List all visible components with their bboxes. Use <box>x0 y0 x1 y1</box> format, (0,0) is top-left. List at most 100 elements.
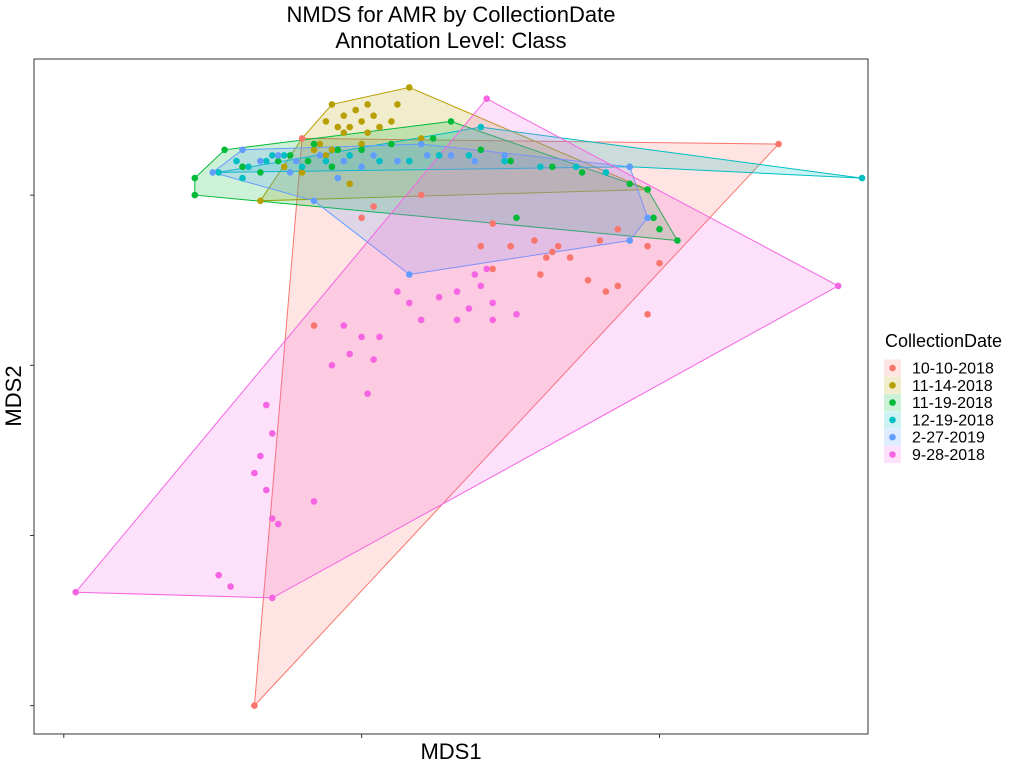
point-9-28-2018-27 <box>489 299 497 307</box>
point-9-28-2018-14 <box>364 390 371 398</box>
point-12-19-2018-15 <box>501 157 508 165</box>
legend-dot-10-10-2018 <box>889 364 896 372</box>
point-10-10-2018-7 <box>358 214 365 222</box>
point-9-28-2018-11 <box>257 452 264 460</box>
point-11-19-2018-1 <box>221 146 228 154</box>
legend-label-12-19-2018: 12-19-2018 <box>912 412 994 429</box>
point-12-19-2018-11 <box>376 157 383 165</box>
point-9-28-2018-31 <box>453 288 461 295</box>
legend-dot-11-19-2018 <box>889 399 896 406</box>
point-9-28-2018-22 <box>406 299 413 307</box>
point-10-10-2018-0 <box>251 702 258 709</box>
point-11-14-2018-4 <box>340 112 348 119</box>
point-10-10-2018-19 <box>543 254 550 261</box>
point-11-19-2018-10 <box>334 146 342 154</box>
point-9-28-2018-16 <box>346 350 354 358</box>
point-11-19-2018-3 <box>644 186 651 193</box>
point-11-19-2018-6 <box>239 163 246 171</box>
point-10-10-2018-8 <box>417 191 425 199</box>
point-9-28-2018-2 <box>834 282 842 290</box>
point-11-14-2018-9 <box>370 112 377 119</box>
point-10-10-2018-17 <box>537 271 544 278</box>
point-10-10-2018-1 <box>775 140 782 148</box>
point-11-19-2018-11 <box>358 146 365 154</box>
point-11-19-2018-22 <box>304 157 312 165</box>
point-11-19-2018-24 <box>257 169 264 176</box>
point-11-19-2018-0 <box>191 174 199 182</box>
point-2-27-2019-4 <box>644 214 651 222</box>
point-10-10-2018-25 <box>477 242 485 250</box>
point-11-19-2018-14 <box>477 146 485 154</box>
point-11-19-2018-21 <box>513 214 520 222</box>
point-11-19-2018-19 <box>650 214 657 222</box>
point-9-28-2018-6 <box>269 515 276 522</box>
point-2-27-2019-3 <box>626 163 633 171</box>
point-10-10-2018-4 <box>489 220 497 227</box>
point-11-14-2018-13 <box>364 129 371 136</box>
point-10-10-2018-10 <box>566 254 574 261</box>
legend-dot-12-19-2018 <box>889 416 896 424</box>
point-11-14-2018-22 <box>328 146 336 154</box>
point-11-14-2018-20 <box>322 118 330 125</box>
point-9-28-2018-7 <box>274 520 282 528</box>
point-11-19-2018-17 <box>578 169 586 176</box>
legend-label-9-28-2018: 9-28-2018 <box>912 447 985 464</box>
point-11-19-2018-12 <box>388 140 395 148</box>
hull-11-14-2018 <box>259 86 648 202</box>
point-2-27-2019-16 <box>447 152 455 159</box>
point-12-19-2018-14 <box>465 152 473 159</box>
point-9-28-2018-8 <box>310 498 318 505</box>
plot-panel-border <box>33 58 869 735</box>
point-10-10-2018-15 <box>507 242 514 250</box>
point-11-14-2018-14 <box>340 129 348 136</box>
point-11-14-2018-16 <box>322 152 330 159</box>
point-12-19-2018-10 <box>346 152 354 159</box>
point-12-19-2018-16 <box>537 163 544 171</box>
legend-label-11-19-2018: 11-19-2018 <box>912 395 993 412</box>
point-11-19-2018-5 <box>191 191 199 199</box>
point-12-19-2018-18 <box>602 169 610 176</box>
point-9-28-2018-19 <box>340 322 348 329</box>
point-9-28-2018-25 <box>465 305 473 312</box>
point-9-28-2018-12 <box>269 430 276 437</box>
point-10-10-2018-6 <box>370 203 377 210</box>
point-10-10-2018-14 <box>614 282 622 290</box>
point-10-10-2018-23 <box>656 259 663 267</box>
point-11-14-2018-10 <box>334 123 342 131</box>
point-11-14-2018-25 <box>346 180 354 188</box>
point-12-19-2018-20 <box>239 174 246 182</box>
point-2-27-2019-20 <box>286 169 294 176</box>
point-9-28-2018-30 <box>513 311 520 318</box>
point-11-19-2018-16 <box>549 163 556 171</box>
point-2-27-2019-11 <box>316 152 324 159</box>
point-9-28-2018-28 <box>477 282 485 290</box>
point-9-28-2018-33 <box>483 265 491 273</box>
point-11-14-2018-19 <box>394 101 401 108</box>
point-11-19-2018-20 <box>656 225 663 233</box>
point-2-27-2019-7 <box>310 197 318 205</box>
point-9-28-2018-0 <box>72 588 79 596</box>
x-axis-title: MDS1 <box>420 739 481 764</box>
point-9-28-2018-29 <box>489 316 497 324</box>
point-2-27-2019-14 <box>394 157 401 165</box>
point-12-19-2018-6 <box>263 157 270 165</box>
point-9-28-2018-4 <box>227 583 234 590</box>
point-2-27-2019-17 <box>471 157 479 165</box>
point-2-27-2019-1 <box>239 146 246 154</box>
y-axis-title: MDS2 <box>1 365 26 426</box>
legend-title: CollectionDate <box>885 331 1002 351</box>
legend-label-2-27-2019: 2-27-2019 <box>912 430 985 447</box>
point-2-27-2019-9 <box>274 152 282 159</box>
point-11-19-2018-8 <box>286 152 294 159</box>
point-11-14-2018-11 <box>376 123 383 131</box>
point-11-14-2018-18 <box>358 140 365 148</box>
point-11-14-2018-23 <box>280 163 288 171</box>
point-11-14-2018-6 <box>364 101 371 108</box>
point-11-14-2018-12 <box>388 118 395 125</box>
point-11-19-2018-2 <box>447 118 455 125</box>
point-11-14-2018-17 <box>316 140 324 148</box>
legend-label-10-10-2018: 10-10-2018 <box>912 361 994 378</box>
point-12-19-2018-5 <box>245 163 252 171</box>
point-11-19-2018-4 <box>674 237 681 244</box>
legend-dot-9-28-2018 <box>889 451 896 458</box>
